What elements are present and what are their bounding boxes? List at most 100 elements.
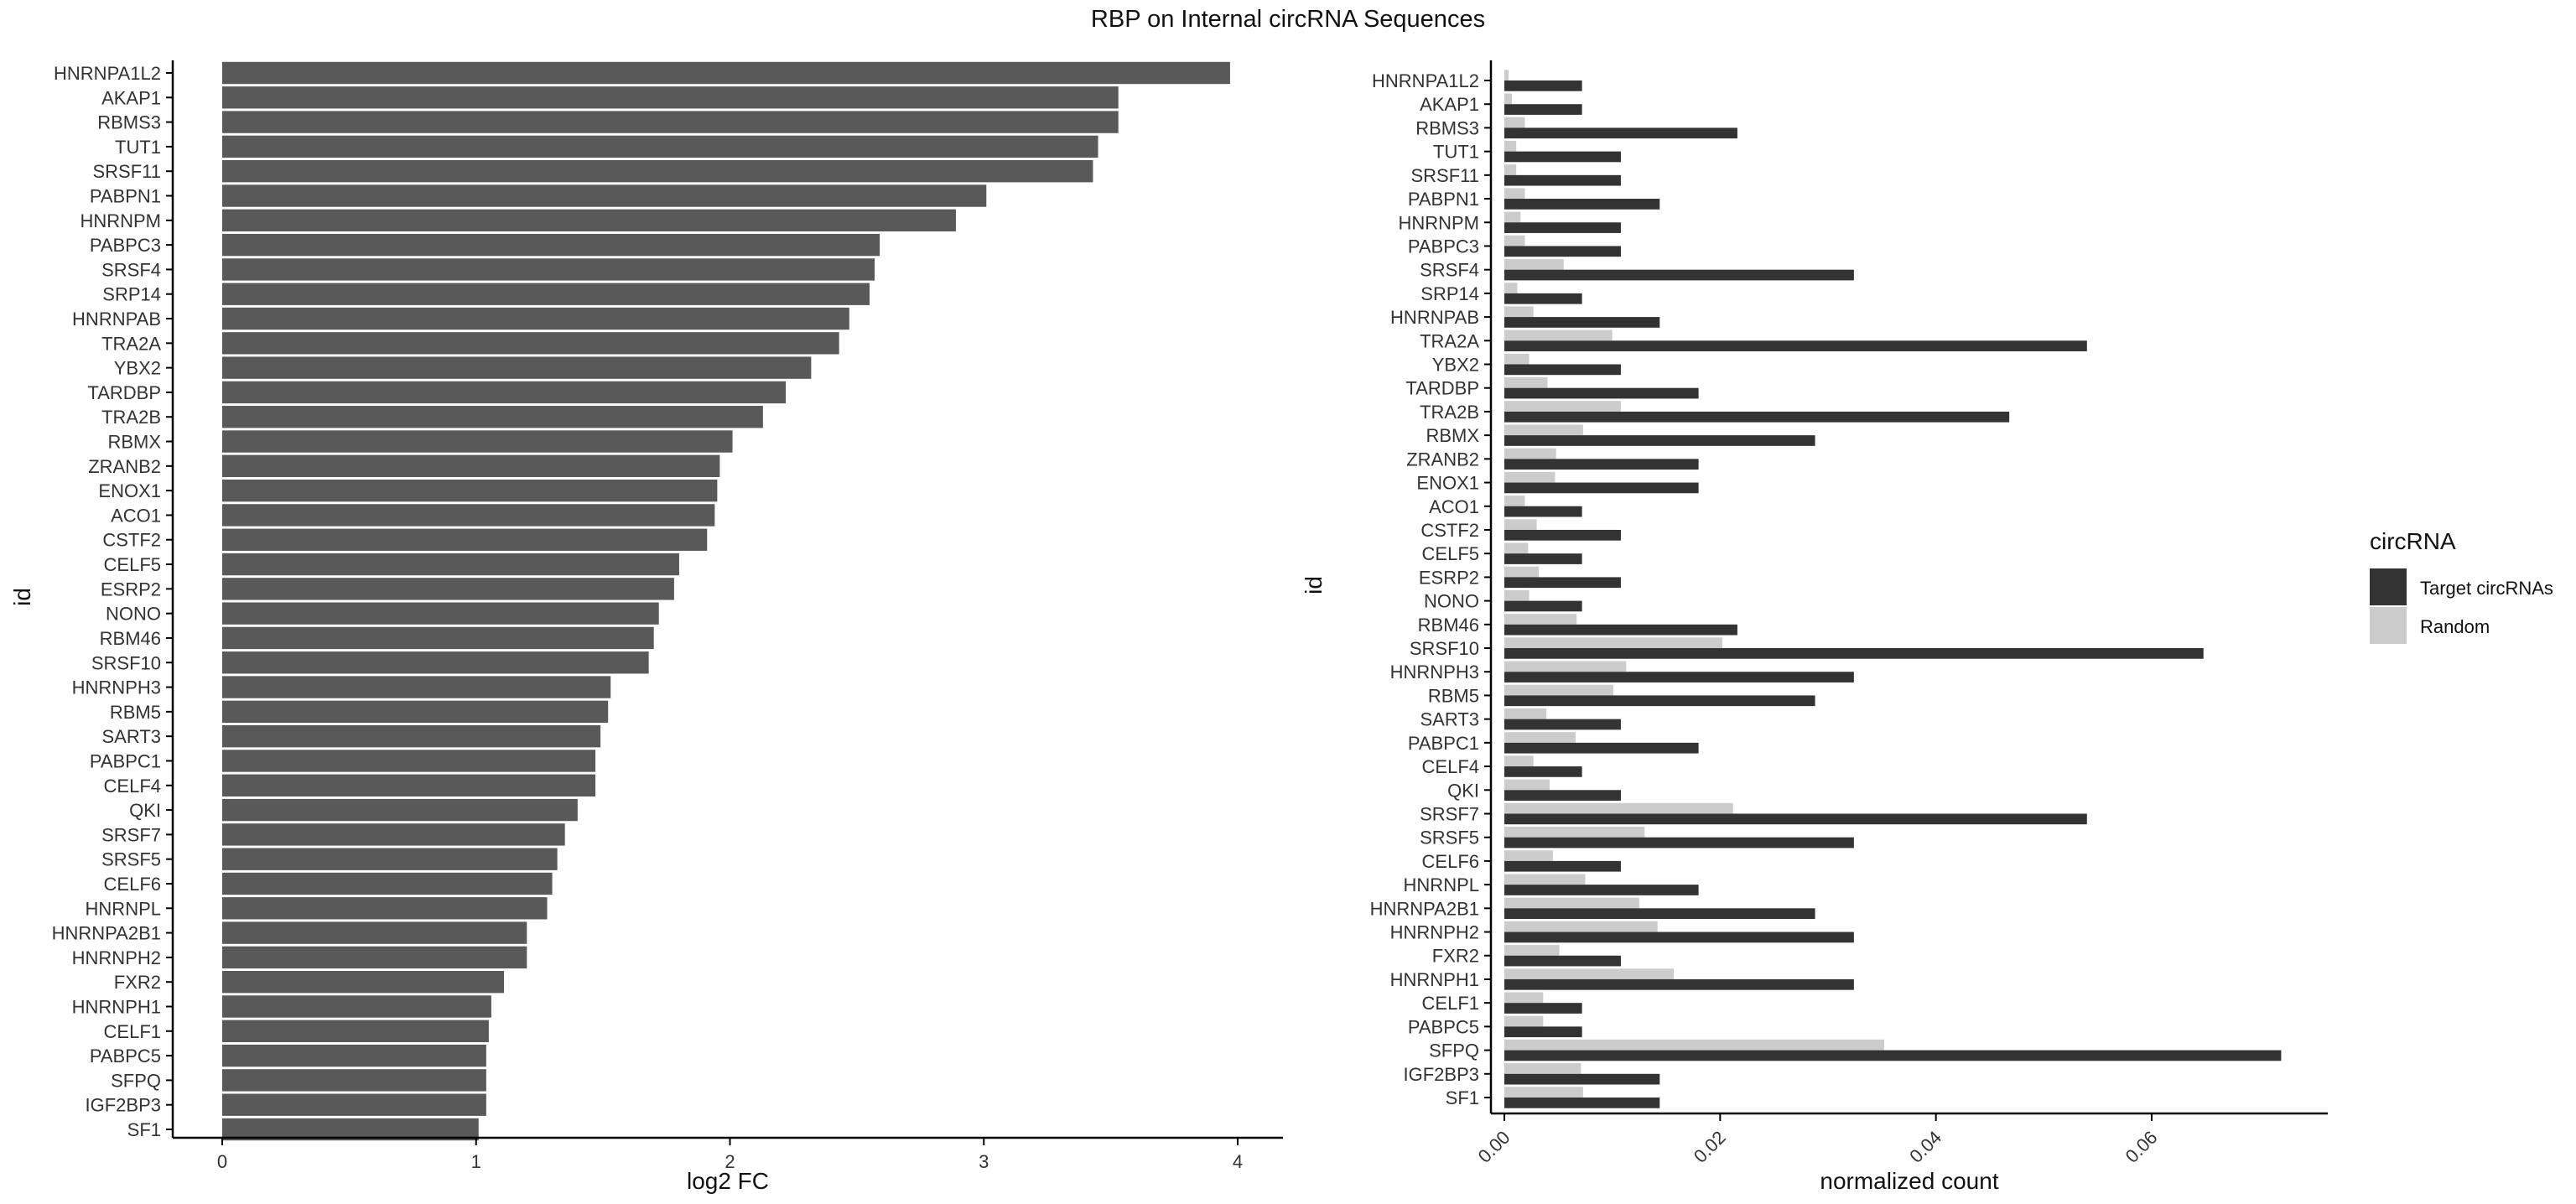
right-y-tick-label-tut1: TUT1 <box>1433 142 1479 163</box>
right-y-tick-label-celf6: CELF6 <box>1422 851 1479 872</box>
bar-target-circrnas-srp14 <box>1504 293 1582 304</box>
right-y-tick-label-tardbp: TARDBP <box>1405 378 1479 399</box>
bar-log2fc-srsf10 <box>222 651 649 674</box>
right-y-tick-label-sfpq: SFPQ <box>1429 1041 1479 1061</box>
bar-random-rbm46 <box>1504 614 1577 625</box>
left-y-tick-label-hnrnpab: HNRNPAB <box>72 309 161 330</box>
bar-log2fc-pabpc3 <box>222 233 880 257</box>
bar-random-igf2bp3 <box>1504 1063 1581 1074</box>
left-y-tick-label-hnrnph1: HNRNPH1 <box>72 996 161 1017</box>
right-y-tick-labels: HNRNPA1L2AKAP1RBMS3TUT1SRSF11PABPN1HNRNP… <box>1370 70 1491 1108</box>
bar-target-circrnas-srsf4 <box>1504 269 1854 281</box>
bar-log2fc-igf2bp3 <box>222 1093 486 1116</box>
left-y-tick-label-tut1: TUT1 <box>115 137 161 158</box>
right-y-tick-label-hnrnpl: HNRNPL <box>1404 874 1479 895</box>
bar-log2fc-qki <box>222 798 578 822</box>
bar-log2fc-hnrnpab <box>222 307 849 330</box>
bar-log2fc-rbms3 <box>222 111 1119 133</box>
bar-target-circrnas-pabpc5 <box>1504 1026 1582 1038</box>
left-y-tick-label-cstf2: CSTF2 <box>102 530 161 551</box>
right-y-tick-label-zranb2: ZRANB2 <box>1406 449 1479 470</box>
right-x-axis-title: normalized count <box>1820 1168 1998 1194</box>
left-x-tick-label-3: 3 <box>979 1151 989 1172</box>
right-y-tick-label-nono: NONO <box>1424 591 1479 612</box>
bar-random-tra2a <box>1504 330 1613 341</box>
bar-target-circrnas-hnrnph1 <box>1504 978 1854 990</box>
legend-title: circRNA <box>2370 528 2456 554</box>
bar-log2fc-srsf4 <box>222 258 875 281</box>
right-y-tick-label-rbms3: RBMS3 <box>1415 117 1479 138</box>
bar-random-akap1 <box>1504 93 1513 105</box>
left-y-tick-label-sart3: SART3 <box>101 726 161 747</box>
bar-random-srsf5 <box>1504 827 1645 838</box>
left-x-tick-label-4: 4 <box>1233 1151 1243 1172</box>
left-y-tick-label-hnrnpm: HNRNPM <box>80 210 161 231</box>
right-y-tick-label-rbm46: RBM46 <box>1418 615 1479 636</box>
left-y-tick-label-srsf11: SRSF11 <box>92 161 161 182</box>
bar-target-circrnas-hnrnpm <box>1504 222 1621 233</box>
right-y-tick-label-srsf4: SRSF4 <box>1420 260 1479 281</box>
right-y-tick-label-ybx2: YBX2 <box>1432 355 1479 376</box>
bar-target-circrnas-srsf10 <box>1504 648 2204 659</box>
bar-log2fc-aco1 <box>222 504 715 527</box>
bar-random-hnrnpab <box>1504 306 1534 318</box>
bar-log2fc-srsf11 <box>222 160 1093 183</box>
left-x-tick-label-2: 2 <box>724 1151 735 1172</box>
bar-random-qki <box>1504 779 1550 791</box>
right-y-tick-label-rbmx: RBMX <box>1426 425 1479 446</box>
right-y-tick-label-cstf2: CSTF2 <box>1420 520 1479 541</box>
bar-target-circrnas-tra2a <box>1504 340 2087 351</box>
left-y-tick-label-pabpc1: PABPC1 <box>90 750 161 771</box>
bar-target-circrnas-hnrnpl <box>1504 885 1699 895</box>
bar-target-circrnas-hnrnph3 <box>1504 672 1854 682</box>
bar-log2fc-hnrnpl <box>222 897 548 920</box>
bar-log2fc-celf6 <box>222 872 553 895</box>
left-y-tick-label-srp14: SRP14 <box>102 284 161 305</box>
left-y-tick-label-hnrnpl: HNRNPL <box>86 898 161 919</box>
right-y-tick-label-tra2b: TRA2B <box>1420 402 1479 423</box>
bar-target-circrnas-sart3 <box>1504 719 1621 730</box>
left-y-tick-label-rbms3: RBMS3 <box>97 112 161 133</box>
bar-log2fc-tra2a <box>222 332 839 355</box>
left-y-tick-label-sf1: SF1 <box>127 1119 161 1140</box>
right-y-tick-label-igf2bp3: IGF2BP3 <box>1404 1064 1479 1085</box>
right-x-tick-label-0-02: 0.02 <box>1690 1127 1730 1167</box>
right-y-tick-label-hnrnpm: HNRNPM <box>1398 212 1479 233</box>
right-y-tick-label-srsf11: SRSF11 <box>1410 165 1479 186</box>
bar-log2fc-zranb2 <box>222 454 720 478</box>
bar-random-tardbp <box>1504 377 1548 388</box>
bar-log2fc-hnrnpa2b1 <box>222 921 527 944</box>
bar-log2fc-enox1 <box>222 479 718 502</box>
bar-target-circrnas-zranb2 <box>1504 459 1699 470</box>
bar-target-circrnas-sfpq <box>1504 1050 2282 1061</box>
normalized-count-bars <box>1504 70 2282 1108</box>
right-x-ticks: 0.00 0.02 0.04 0.06 <box>1474 1113 2162 1167</box>
right-y-tick-label-hnrnpa2b1: HNRNPA2B1 <box>1370 898 1479 919</box>
bar-log2fc-hnrnpm <box>222 209 956 231</box>
left-y-tick-label-srsf4: SRSF4 <box>101 259 161 280</box>
left-y-tick-label-pabpc5: PABPC5 <box>90 1046 161 1066</box>
bar-random-rbmx <box>1504 424 1583 436</box>
right-y-tick-label-rbm5: RBM5 <box>1428 685 1479 706</box>
left-x-ticks: 0 1 2 3 4 <box>217 1138 1243 1172</box>
bar-target-circrnas-tardbp <box>1504 387 1699 399</box>
bar-random-celf1 <box>1504 992 1544 1004</box>
bar-log2fc-sfpq <box>222 1069 486 1092</box>
bar-random-celf6 <box>1504 850 1553 861</box>
bar-random-rbm5 <box>1504 684 1613 696</box>
bar-target-circrnas-tut1 <box>1504 151 1621 163</box>
bar-log2fc-srsf7 <box>222 823 565 846</box>
bar-log2fc-celf5 <box>222 553 679 576</box>
bar-random-hnrnph2 <box>1504 921 1658 932</box>
left-y-tick-label-tardbp: TARDBP <box>87 382 161 403</box>
left-y-tick-label-sfpq: SFPQ <box>111 1070 161 1091</box>
left-x-tick-label-0: 0 <box>217 1151 227 1172</box>
left-y-tick-label-srsf5: SRSF5 <box>101 849 161 870</box>
bar-random-celf4 <box>1504 755 1534 767</box>
bar-target-circrnas-igf2bp3 <box>1504 1073 1660 1085</box>
bar-random-tut1 <box>1504 140 1517 152</box>
right-y-tick-label-tra2a: TRA2A <box>1420 330 1479 351</box>
right-y-tick-label-celf4: CELF4 <box>1422 756 1479 777</box>
bar-target-circrnas-esrp2 <box>1504 577 1621 589</box>
